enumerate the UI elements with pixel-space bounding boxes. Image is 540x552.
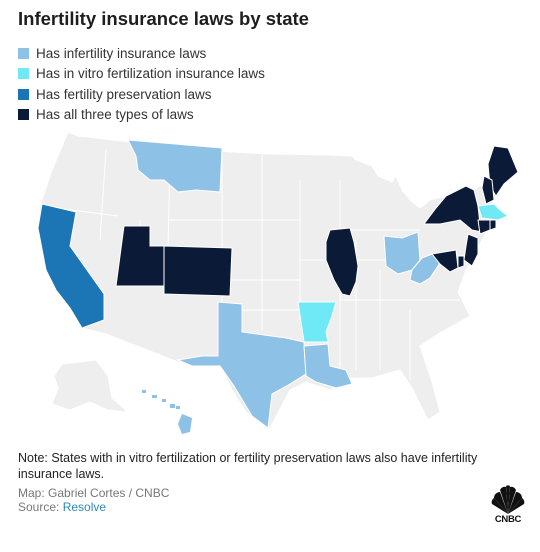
map-credit: Map: Gabriel Cortes / CNBC (18, 486, 170, 500)
legend-label: Has fertility preservation laws (36, 86, 212, 102)
colored-states (37, 139, 519, 434)
legend-label: Has in vitro fertilization insurance law… (36, 66, 265, 82)
state-colorado (163, 245, 233, 297)
legend-label: Has infertility insurance laws (36, 45, 207, 61)
state-rhode-island (489, 219, 497, 231)
legend-swatch-infertility (18, 47, 29, 59)
state-new-hampshire (481, 175, 495, 205)
state-connecticut (477, 219, 491, 235)
state-illinois (325, 227, 359, 297)
state-maine (487, 145, 519, 197)
state-new-york (423, 185, 483, 233)
source-prefix: Source: (18, 500, 63, 514)
legend: Has infertility insurance laws Has in vi… (18, 43, 265, 125)
state-louisiana (303, 343, 353, 389)
state-texas (176, 301, 307, 429)
state-new-jersey (463, 233, 479, 267)
cnbc-logo-text: CNBC (494, 514, 522, 525)
state-hawaii (142, 390, 192, 434)
legend-item-ivf: Has in vitro fertilization insurance law… (18, 64, 265, 85)
legend-item-all-three: Has all three types of laws (18, 105, 265, 126)
alaska (51, 359, 130, 413)
legend-swatch-ivf (18, 68, 29, 80)
state-arkansas (297, 301, 337, 343)
legend-swatch-all-three (18, 109, 29, 121)
us-map (37, 131, 519, 434)
legend-label: Has all three types of laws (36, 107, 194, 123)
footnote: Note: States with in vitro fertilization… (18, 451, 478, 481)
cnbc-peacock-logo-icon (491, 485, 525, 514)
legend-swatch-preservation (18, 88, 29, 100)
legend-item-preservation: Has fertility preservation laws (18, 84, 265, 105)
state-massachusetts (477, 203, 510, 221)
legend-item-infertility: Has infertility insurance laws (18, 43, 265, 64)
source-line: Source: Resolve (18, 500, 106, 514)
source-link[interactable]: Resolve (62, 500, 107, 514)
state-california (37, 203, 105, 329)
state-west-virginia (409, 253, 443, 285)
state-delaware (457, 255, 465, 269)
state-maryland (431, 249, 459, 273)
map-title: Infertility insurance laws by state (18, 8, 309, 29)
state-montana (127, 139, 223, 193)
